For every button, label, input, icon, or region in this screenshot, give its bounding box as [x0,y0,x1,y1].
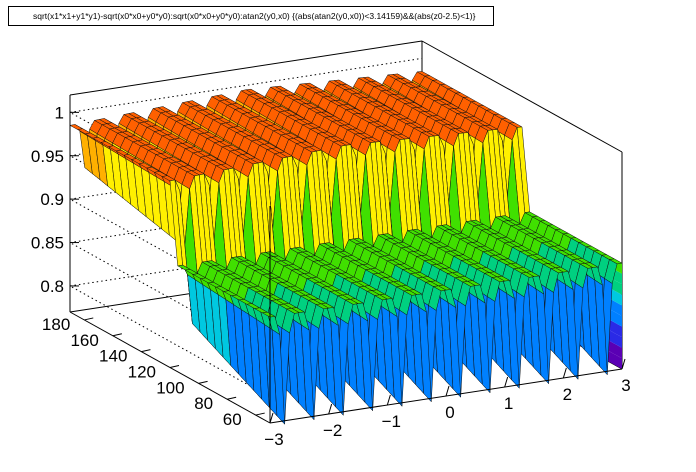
y-tick [84,317,94,321]
box-edge [421,40,623,153]
x-tick-label: 2 [563,385,572,404]
x-tick-label: −1 [382,412,401,431]
y-tick [112,333,122,337]
y-tick-label: 80 [194,394,213,413]
x-tick [562,367,567,379]
y-tick [227,396,237,400]
y-tick-label: 100 [156,378,184,397]
x-tick-label: 0 [445,403,454,422]
y-tick-label: 140 [99,347,127,366]
y-tick [141,349,151,353]
y-tick [255,412,265,416]
x-tick [445,385,450,397]
x-tick [386,394,391,406]
grid-line [69,231,423,287]
x-tick-label: 1 [504,394,513,413]
z-tick-label: 0.85 [31,234,64,253]
x-tick [328,403,333,415]
x-tick [269,412,274,424]
z-tick-label: 0.9 [40,190,64,209]
x-tick-label: −3 [264,430,283,449]
x-tick [504,376,509,388]
y-tick [169,365,180,368]
grid-line [69,57,423,113]
surface-mesh [69,71,623,425]
x-tick [621,358,626,370]
x-tick-label: 3 [621,376,630,395]
y-tick-label: 60 [223,410,242,429]
z-tick-label: 0.8 [40,277,64,296]
z-tick-label: 0.95 [31,147,64,166]
y-tick-label: 160 [70,331,98,350]
grid-line [69,188,423,244]
y-tick-label: 120 [128,363,156,382]
y-tick-label: 180 [42,315,70,334]
surface-cell [261,311,276,318]
x-tick-label: −2 [323,421,342,440]
y-tick [198,380,208,384]
chart-title: sqrt(x1*x1+y1*y1)-sqrt(x0*x0+y0*y0):sqrt… [8,6,494,26]
box-edge [69,40,423,96]
z-tick-label: 1 [55,103,64,122]
